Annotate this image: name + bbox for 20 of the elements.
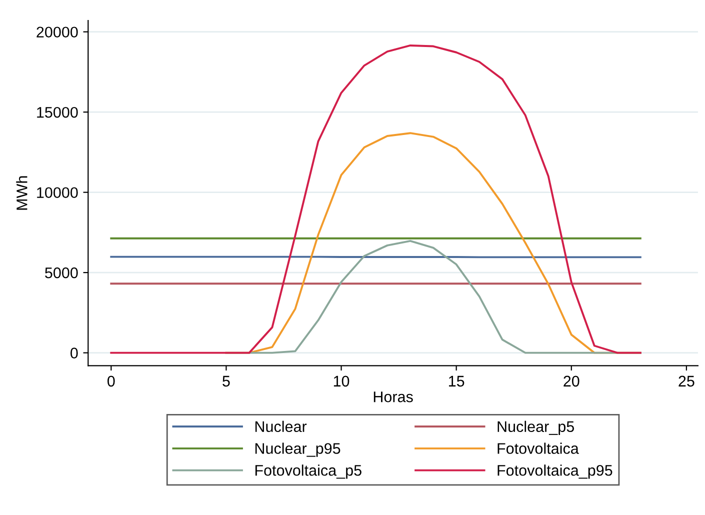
x-tick-label: 25	[678, 376, 694, 387]
x-tick-label: 0	[107, 376, 115, 387]
legend-label: Nuclear_p95	[255, 442, 340, 457]
y-tick-label: 0	[70, 348, 78, 358]
legend-label: Fotovoltaica_p95	[498, 464, 612, 479]
x-tick-label: 15	[448, 376, 464, 387]
y-axis-title: MWh	[16, 176, 28, 210]
x-tick-label: 5	[222, 376, 230, 387]
legend-label: Nuclear	[255, 420, 307, 432]
x-tick-label: 20	[564, 376, 580, 387]
legend-label: Fotovoltaica	[498, 442, 579, 454]
y-tick-label: 10000	[37, 187, 78, 198]
y-tick-label: 5000	[45, 267, 78, 278]
y-tick-label: 15000	[37, 106, 78, 118]
x-axis-title: Horas	[374, 392, 413, 402]
x-tick-label: 10	[334, 376, 350, 387]
legend-label: Nuclear_p5	[498, 420, 574, 436]
line-series	[110, 44, 642, 354]
legend-label: Fotovoltaica_p5	[255, 464, 362, 479]
y-tick-label: 20000	[36, 26, 78, 38]
